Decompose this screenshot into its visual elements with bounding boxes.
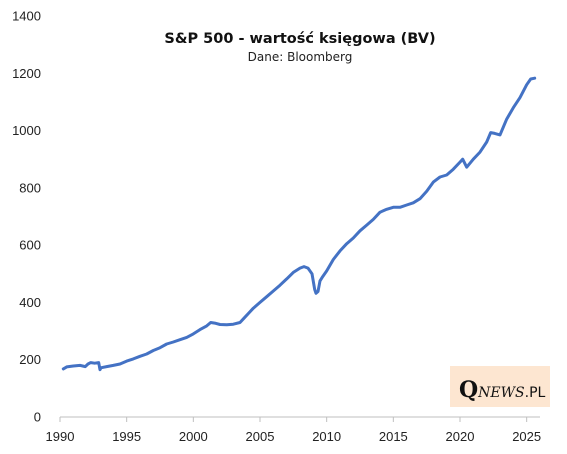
qnews-logo: QNEWS.PL: [450, 366, 550, 407]
y-tick-label: 1400: [12, 9, 41, 24]
x-tick-label: 1990: [46, 429, 75, 444]
x-tick-label: 2020: [446, 429, 475, 444]
series-line-0: [61, 76, 537, 372]
x-tick-label: 2025: [512, 429, 541, 444]
x-axis: 1990 1995 2000 2005 2010 2015 2020 2025: [46, 416, 541, 444]
y-tick-label: 800: [19, 180, 41, 195]
qnews-logo-text: QNEWS.PL: [459, 377, 546, 403]
y-tick-label: 1000: [12, 123, 41, 138]
x-tick-label: 2000: [179, 429, 208, 444]
x-tick-label: 2005: [246, 429, 275, 444]
chart-subtitle: Dane: Bloomberg: [248, 50, 353, 64]
x-tick-label: 2015: [379, 429, 408, 444]
x-tick-label: 1995: [112, 429, 141, 444]
y-tick-label: 200: [19, 352, 41, 367]
x-tick-label: 2010: [312, 429, 341, 444]
chart-title: S&P 500 - wartość księgowa (BV): [164, 31, 435, 47]
y-axis: 0 200 400 600 800 1000 1200 1400: [12, 9, 41, 425]
series-layer: [61, 76, 537, 372]
y-tick-label: 400: [19, 295, 41, 310]
y-tick-label: 600: [19, 238, 41, 253]
y-tick-label: 1200: [12, 66, 41, 81]
qnews-logo-background: [450, 366, 550, 407]
y-tick-label: 0: [34, 410, 41, 425]
